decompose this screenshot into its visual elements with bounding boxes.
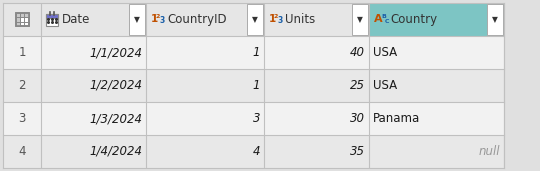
Bar [46, 14, 58, 18]
Bar [46, 14, 58, 25]
Bar [369, 135, 504, 168]
Text: 4: 4 [18, 145, 26, 158]
Text: 40: 40 [350, 46, 365, 59]
Bar [264, 102, 369, 135]
Text: 3: 3 [253, 112, 260, 125]
Bar [3, 102, 41, 135]
Text: 4: 4 [253, 145, 260, 158]
Text: Units: Units [285, 13, 315, 26]
Text: 35: 35 [350, 145, 365, 158]
Bar [352, 4, 368, 35]
Text: 1: 1 [253, 79, 260, 92]
Bar [369, 36, 504, 69]
Bar [16, 13, 20, 26]
Text: 1: 1 [269, 14, 276, 23]
Text: 2: 2 [156, 14, 160, 19]
Text: 3: 3 [18, 112, 26, 125]
Bar [41, 3, 146, 36]
Text: Panama: Panama [373, 112, 420, 125]
Bar [3, 3, 41, 36]
Text: null: null [478, 145, 500, 158]
Bar [41, 102, 146, 135]
Bar [3, 135, 41, 168]
Text: Date: Date [62, 13, 90, 26]
Bar [247, 4, 263, 35]
Text: 30: 30 [350, 112, 365, 125]
Bar [16, 13, 29, 26]
Bar [146, 36, 264, 69]
Text: 1: 1 [151, 14, 158, 23]
Text: 1/2/2024: 1/2/2024 [89, 79, 142, 92]
Text: 25: 25 [350, 79, 365, 92]
Bar [264, 3, 369, 36]
Bar [16, 13, 29, 26]
Text: USA: USA [373, 46, 397, 59]
Bar [264, 36, 369, 69]
Text: Country: Country [390, 13, 437, 26]
Bar [487, 4, 503, 35]
Text: 3: 3 [278, 16, 284, 25]
Text: ▼: ▼ [357, 15, 363, 24]
Bar [146, 69, 264, 102]
Text: 1/4/2024: 1/4/2024 [89, 145, 142, 158]
Text: ▼: ▼ [492, 15, 498, 24]
Bar [129, 4, 145, 35]
Text: B: B [381, 14, 386, 19]
Bar [264, 135, 369, 168]
Bar [16, 13, 29, 17]
Bar [146, 102, 264, 135]
Bar [264, 69, 369, 102]
Text: USA: USA [373, 79, 397, 92]
Bar [3, 69, 41, 102]
Text: CountryID: CountryID [167, 13, 227, 26]
Text: ▼: ▼ [134, 15, 140, 24]
Text: ▼: ▼ [252, 15, 258, 24]
Text: 3: 3 [160, 16, 165, 25]
Bar [369, 102, 504, 135]
Bar [369, 69, 504, 102]
Bar [146, 135, 264, 168]
Text: 1: 1 [253, 46, 260, 59]
Bar [3, 36, 41, 69]
Bar [41, 135, 146, 168]
Text: 2: 2 [274, 14, 279, 19]
Text: C: C [385, 19, 389, 24]
Text: A: A [374, 15, 383, 24]
Bar [41, 36, 146, 69]
Text: 1/3/2024: 1/3/2024 [89, 112, 142, 125]
Bar [146, 3, 264, 36]
Text: 2: 2 [18, 79, 26, 92]
Bar [369, 3, 504, 36]
Text: 1/1/2024: 1/1/2024 [89, 46, 142, 59]
Text: 1: 1 [18, 46, 26, 59]
Bar [41, 69, 146, 102]
